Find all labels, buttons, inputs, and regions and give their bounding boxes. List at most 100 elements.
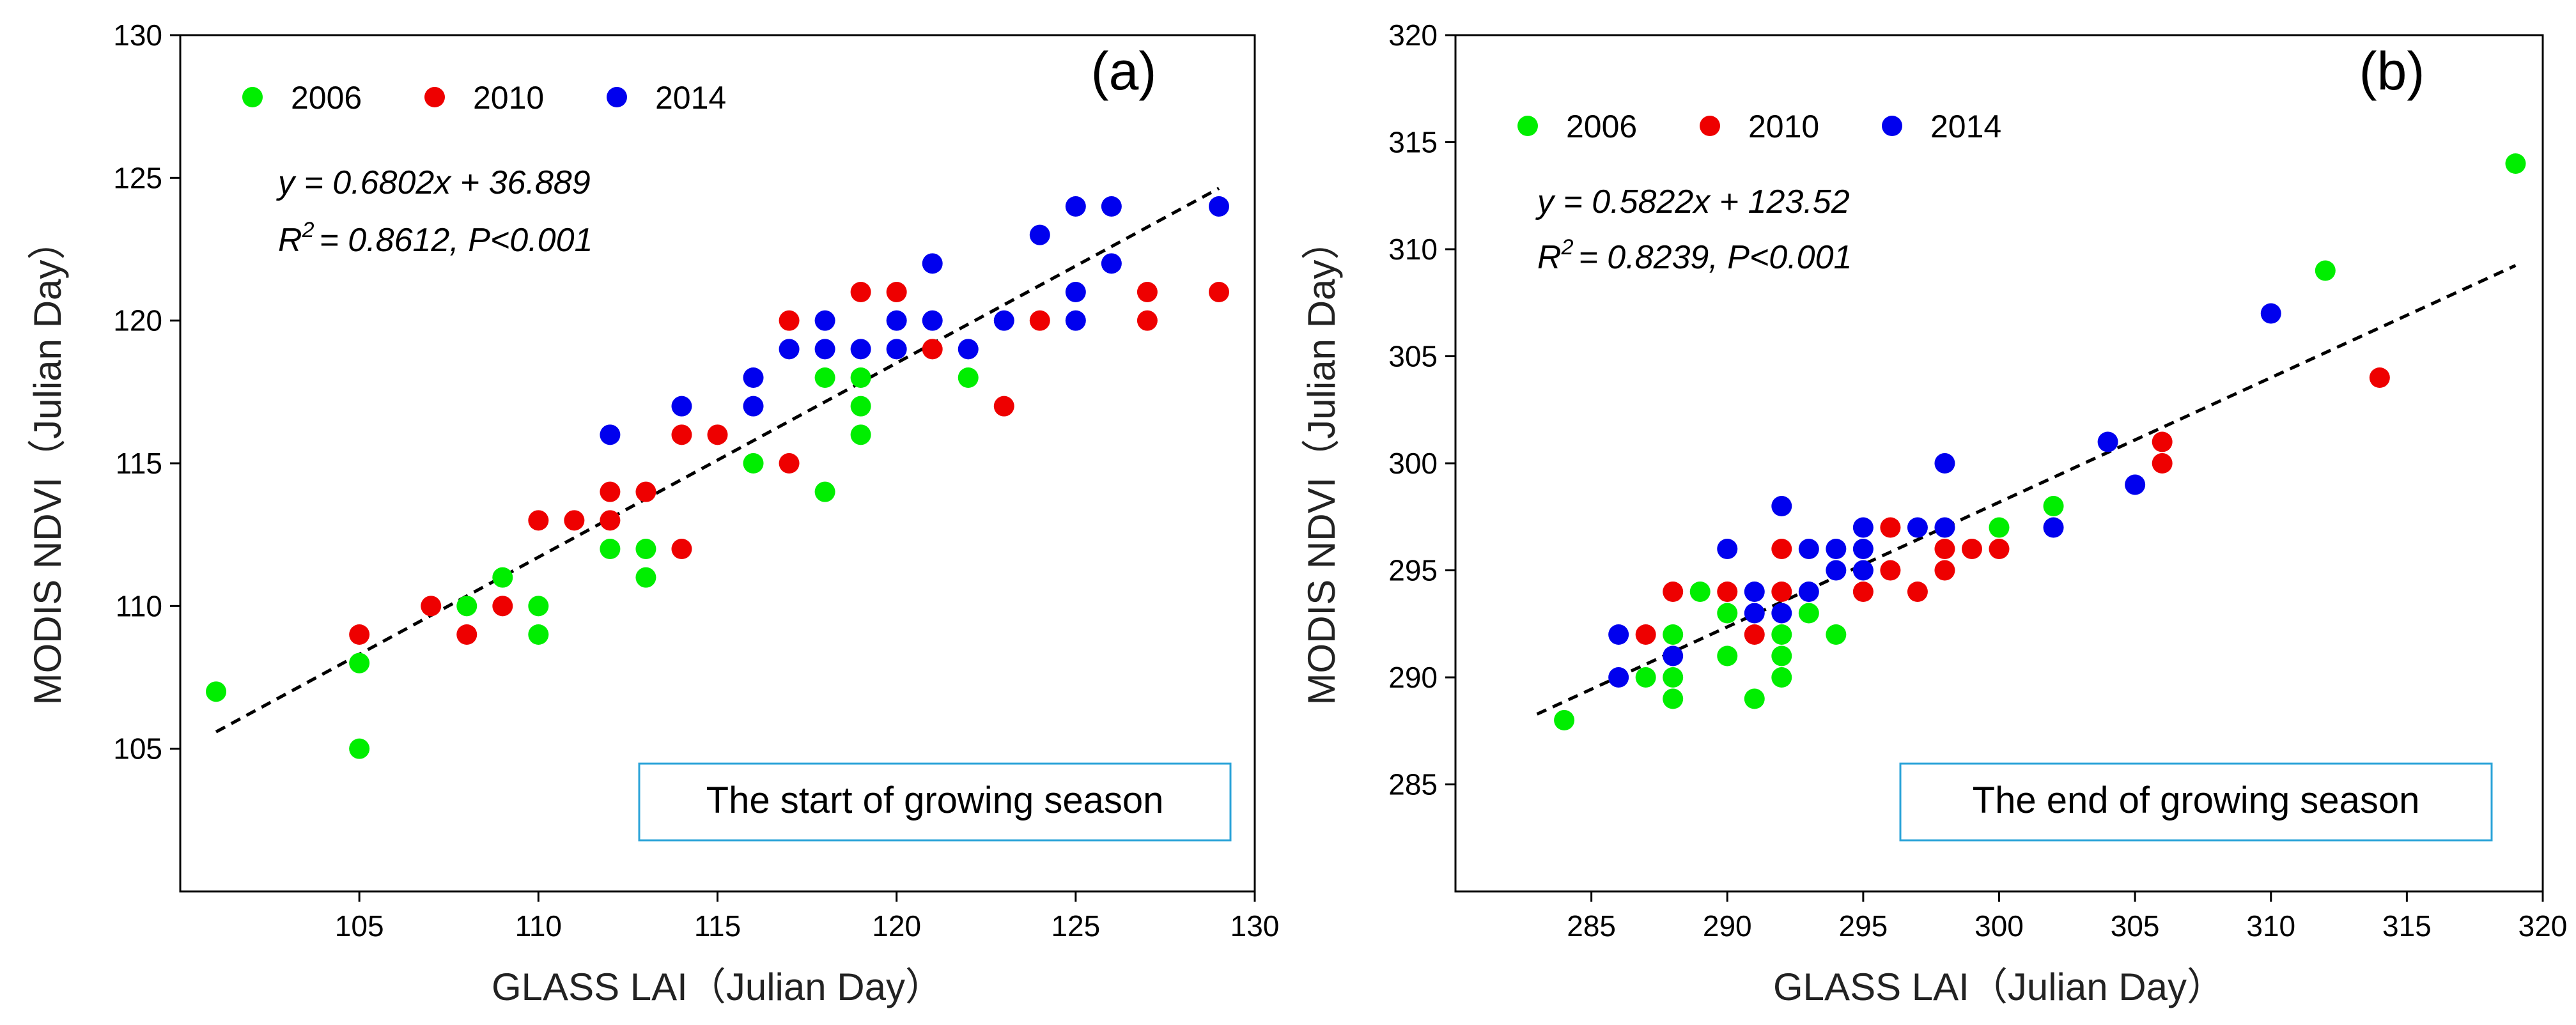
x-tick-label: 315 [2382, 909, 2432, 943]
data-point [2097, 431, 2118, 452]
data-point [1101, 253, 1122, 274]
data-point [958, 367, 979, 388]
regression-equation: y = 0.6802x + 36.889 [276, 164, 591, 201]
x-tick-label: 310 [2246, 909, 2295, 943]
data-point [850, 367, 871, 388]
y-axis-label: MODIS NDVI（Julian Day） [1300, 222, 1343, 705]
data-point [1137, 282, 1158, 302]
data-point [1907, 582, 1928, 602]
data-point [1852, 517, 1874, 538]
data-point [1961, 539, 1982, 559]
y-tick-label: 105 [113, 732, 162, 766]
data-point [2043, 517, 2064, 538]
r-squared-value: = 0.8239, P<0.001 [1578, 239, 1852, 276]
panel-a: 105 110 115 120 125 130 105 110 115 120 125 130 GLAS… [26, 19, 1279, 1008]
data-point [1208, 282, 1229, 302]
r-superscript: 2 [302, 218, 314, 242]
data-point [1744, 603, 1765, 624]
data-point [814, 367, 835, 388]
data-point [850, 424, 871, 445]
legend-label: 2010 [1748, 109, 1819, 144]
y-tick-label: 285 [1388, 768, 1438, 801]
annotation-text: The end of growing season [1973, 780, 2420, 821]
data-point [1029, 224, 1050, 245]
legend-marker [424, 87, 445, 107]
legend-label: 2006 [1566, 109, 1637, 144]
x-tick-label: 320 [2518, 909, 2568, 943]
y-tick-label: 110 [116, 589, 162, 622]
y-tick-label: 310 [1388, 233, 1438, 266]
data-point [922, 339, 943, 360]
data-point [814, 339, 835, 360]
data-point [492, 596, 513, 617]
y-axis-label: MODIS NDVI（Julian Day） [26, 222, 69, 705]
data-point [564, 510, 585, 531]
regression-line [215, 187, 1220, 734]
r-superscript: 2 [1561, 235, 1574, 259]
data-point [993, 310, 1014, 331]
series-2014 [1608, 303, 2281, 688]
data-point [1744, 582, 1765, 602]
data-point [779, 453, 800, 474]
data-point [850, 282, 871, 302]
data-point [1065, 310, 1086, 331]
data-point [1771, 624, 1792, 645]
data-point [1798, 603, 1819, 624]
data-point [349, 624, 370, 645]
panel-b: 285 290 295 300 305 310 315 320 285 290 295 300 305 3… [1300, 19, 2567, 1008]
regression-line [1536, 264, 2517, 716]
data-point [1663, 645, 1684, 667]
data-point [349, 738, 370, 759]
legend-marker [1882, 116, 1902, 136]
data-point [1907, 517, 1928, 538]
data-point [635, 481, 656, 502]
r-symbol: R [1537, 239, 1562, 276]
series-2010 [349, 282, 1229, 645]
data-point [456, 596, 477, 617]
r-symbol: R [278, 222, 302, 259]
data-point [922, 310, 943, 331]
legend-marker [1700, 116, 1720, 136]
data-point [1771, 496, 1792, 516]
data-point [1934, 517, 1955, 538]
x-tick-label: 130 [1230, 909, 1280, 943]
legend-marker [1517, 116, 1538, 136]
data-point [492, 567, 513, 588]
data-point [1852, 582, 1874, 602]
data-point [1065, 196, 1086, 217]
data-point [1717, 603, 1738, 624]
y-tick-label: 320 [1388, 19, 1438, 52]
data-point [1852, 560, 1874, 581]
data-point [528, 510, 549, 531]
data-point [1744, 624, 1765, 645]
data-point [1798, 582, 1819, 602]
series-2010 [1635, 367, 2390, 645]
series-2006 [1554, 153, 2526, 730]
data-point [1717, 539, 1738, 559]
data-point [600, 510, 621, 531]
data-point [993, 396, 1014, 417]
data-point [2043, 496, 2064, 516]
annotation-box [638, 762, 1232, 842]
data-point [1880, 517, 1901, 538]
data-point [1635, 667, 1656, 688]
x-axis-label: GLASS LAI（Julian Day） [1773, 966, 2225, 1008]
data-point [1101, 196, 1122, 217]
data-point [2315, 260, 2336, 281]
data-point [1744, 688, 1765, 709]
data-point [600, 481, 621, 502]
data-point [2260, 303, 2281, 324]
data-point [1689, 582, 1711, 602]
data-point [779, 310, 800, 331]
data-point [1663, 624, 1684, 645]
data-point [1635, 624, 1656, 645]
data-point [1934, 453, 1955, 474]
data-point [814, 481, 835, 502]
annotation-box [1899, 762, 2493, 842]
y-tick-label: 295 [1388, 554, 1438, 587]
data-point [886, 339, 907, 360]
data-point [743, 396, 764, 417]
data-point [1798, 539, 1819, 559]
data-point [671, 539, 692, 559]
y-tick-label: 305 [1388, 340, 1438, 373]
